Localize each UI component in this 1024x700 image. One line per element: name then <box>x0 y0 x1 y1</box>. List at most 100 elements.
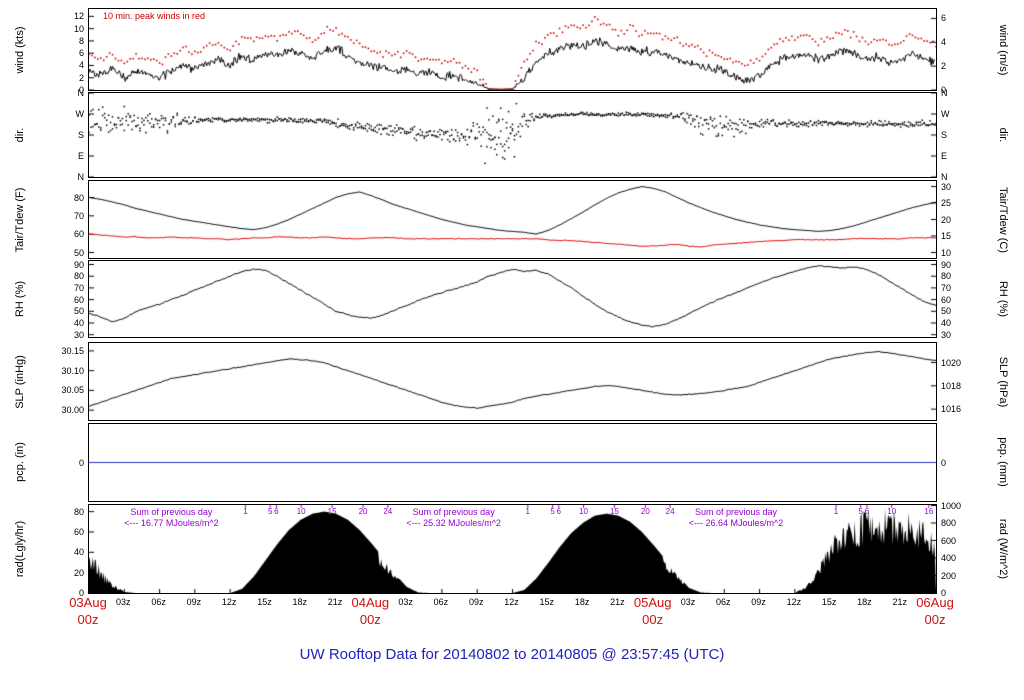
x-minor-tick-label: 12z <box>786 597 802 607</box>
y-tick-label-right: 15 <box>941 231 952 241</box>
x-minor-tick-label: 03z <box>680 597 696 607</box>
y-tick-label-left: 80 <box>73 271 84 282</box>
wind-right-axis-title: wind (m/s) <box>997 24 1009 76</box>
y-tick-label-right: 4 <box>941 37 947 48</box>
y-tick-label-left: 0 <box>78 457 84 468</box>
y-tick-label-right: 30 <box>941 181 952 192</box>
wind-plot-canvas <box>89 9 936 90</box>
y-tick-label-right: 30 <box>941 329 952 340</box>
pressure-left-axis-title: SLP (inHg) <box>14 355 26 409</box>
rad-hour-mark: 6 <box>274 507 279 516</box>
rad-hour-mark: 5 <box>267 507 273 516</box>
y-tick-label-left: 0 <box>78 85 84 95</box>
panel-solar-radiation: Sum of previous day <--- 16.77 MJoules/m^… <box>88 504 937 594</box>
panel-wind: 10 min. peak winds in red <box>88 8 937 91</box>
x-major-date-label: 04Aug 00z <box>351 595 390 627</box>
precipitation-left-axis-title: pcp. (in) <box>14 442 26 482</box>
y-tick-label-left: 30.00 <box>61 405 84 416</box>
y-tick-label-left: 6 <box>78 48 84 59</box>
y-tick-label-left: 40 <box>73 547 84 558</box>
y-tick-label-left: W <box>75 109 85 119</box>
y-tick-label-left: 30.15 <box>61 345 84 356</box>
x-minor-tick-label: 15z <box>257 597 272 607</box>
y-tick-label-right: 40 <box>941 317 952 328</box>
x-major-date-label: 06Aug 00z <box>916 595 954 627</box>
y-tick-label-left: 20 <box>73 567 84 578</box>
y-tick-label-left: 50 <box>73 247 84 258</box>
y-tick-label-left: 60 <box>73 526 84 537</box>
y-tick-label-right: 1000 <box>941 500 962 511</box>
x-minor-tick-label: 03z <box>398 597 413 607</box>
y-tick-label-right: 600 <box>941 535 957 546</box>
precipitation-right-axis-title: pcp. (mm) <box>997 437 1009 487</box>
precipitation-plot-canvas <box>89 424 936 501</box>
humidity-left-axis-title: RH (%) <box>14 280 26 318</box>
humidity-plot-canvas <box>89 261 936 337</box>
y-tick-label-left: 30 <box>73 329 84 340</box>
x-minor-tick-label: 09z <box>751 597 766 607</box>
rad-hour-mark: 16 <box>924 507 934 516</box>
y-tick-label-left: 50 <box>73 306 84 317</box>
rad-hour-mark: 1 <box>525 507 531 516</box>
y-tick-label-right: 10 <box>941 247 952 258</box>
y-tick-label-left: 30.05 <box>61 385 84 396</box>
temperature-plot-canvas <box>89 181 936 258</box>
y-tick-label-right: N <box>941 172 948 182</box>
y-tick-label-left: N <box>77 88 85 98</box>
y-tick-label-left: 70 <box>73 282 84 293</box>
wind-direction-plot-canvas <box>89 93 936 177</box>
y-tick-label-left: 40 <box>73 317 84 328</box>
rad-sum-value: <--- 16.77 MJoules/m^2 <box>124 518 219 528</box>
y-tick-label-right: 1016 <box>941 404 962 415</box>
x-minor-tick-label: 18z <box>857 597 872 607</box>
direction-left-axis-title: dir. <box>14 127 26 143</box>
y-tick-label-right: W <box>941 109 950 119</box>
rad-sum-value: <--- 25.32 MJoules/m^2 <box>406 518 501 528</box>
y-tick-label-right: 0 <box>941 457 947 468</box>
y-tick-label-right: 400 <box>941 553 957 563</box>
y-tick-label-right: E <box>941 151 948 161</box>
y-tick-label-right: 20 <box>941 214 952 225</box>
x-major-date-label: 05Aug 00z <box>633 595 672 627</box>
rad-hour-mark: 10 <box>887 507 897 516</box>
y-tick-label-left: 60 <box>73 229 84 240</box>
rad-hour-mark: 6 <box>556 507 561 516</box>
panel-temperature-dewpoint <box>88 180 937 259</box>
panel-relative-humidity <box>88 260 937 338</box>
y-tick-label-right: 1020 <box>941 357 962 368</box>
y-tick-label-right: N <box>941 88 948 98</box>
y-tick-label-left: 80 <box>73 192 84 203</box>
panel-precipitation <box>88 423 937 502</box>
radiation-plot-canvas <box>89 505 936 593</box>
humidity-right-axis-title: RH (%) <box>997 280 1009 318</box>
x-minor-tick-label: 21z <box>892 597 907 607</box>
wind-left-axis-title: wind (kts) <box>14 26 26 74</box>
rad-hour-mark: 24 <box>383 507 393 516</box>
rad-hour-mark: 5 <box>858 507 863 516</box>
y-tick-label-right: 80 <box>941 271 952 282</box>
y-tick-label-right: 6 <box>941 13 947 24</box>
x-minor-tick-label: 06z <box>715 597 731 607</box>
x-minor-tick-label: 21z <box>610 597 625 607</box>
rad-sum-label: Sum of previous day <box>412 507 495 517</box>
pressure-plot-canvas <box>89 343 936 420</box>
radiation-left-axis-title: rad(Lgly/hr) <box>14 520 26 578</box>
x-minor-tick-label: 09z <box>468 597 484 607</box>
y-tick-label-left: 8 <box>78 35 84 46</box>
rad-hour-mark: 10 <box>579 507 588 516</box>
pressure-right-axis-title: SLP (hPa) <box>997 356 1009 408</box>
x-minor-tick-label: 12z <box>221 597 237 607</box>
chart-title: UW Rooftop Data for 20140802 to 20140805… <box>299 646 725 663</box>
radiation-right-axis-title: rad (W/m^2) <box>997 518 1009 580</box>
rad-hour-mark: 10 <box>296 507 306 516</box>
temperature-left-axis-title: Tair/Tdew (F) <box>14 187 26 253</box>
y-tick-label-right: S <box>941 130 948 140</box>
rad-hour-mark: 24 <box>665 507 675 516</box>
y-tick-label-left: N <box>77 172 85 182</box>
rad-hour-mark: 5 <box>550 507 555 516</box>
rad-sum-label: Sum of previous day <box>130 507 213 517</box>
x-minor-tick-label: 15z <box>539 597 555 607</box>
x-major-date-label: 03Aug 00z <box>69 595 107 627</box>
y-tick-label-right: 90 <box>941 259 952 270</box>
